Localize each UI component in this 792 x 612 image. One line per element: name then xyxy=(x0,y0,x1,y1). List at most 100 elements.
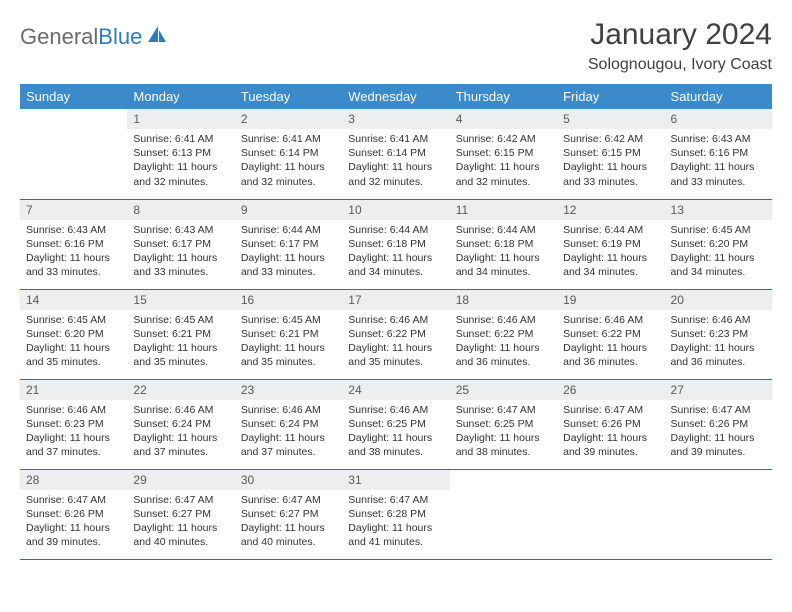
day-number: 23 xyxy=(235,380,342,400)
calendar-cell: 25Sunrise: 6:47 AMSunset: 6:25 PMDayligh… xyxy=(450,379,557,469)
calendar-cell: 6Sunrise: 6:43 AMSunset: 6:16 PMDaylight… xyxy=(665,109,772,199)
day-details: Sunrise: 6:42 AMSunset: 6:15 PMDaylight:… xyxy=(557,129,664,193)
calendar-cell: 16Sunrise: 6:45 AMSunset: 6:21 PMDayligh… xyxy=(235,289,342,379)
logo-text-2: Blue xyxy=(98,24,142,50)
calendar-cell: 22Sunrise: 6:46 AMSunset: 6:24 PMDayligh… xyxy=(127,379,234,469)
calendar-cell: 4Sunrise: 6:42 AMSunset: 6:15 PMDaylight… xyxy=(450,109,557,199)
day-number: 27 xyxy=(665,380,772,400)
day-number: 1 xyxy=(127,109,234,129)
calendar-cell: 17Sunrise: 6:46 AMSunset: 6:22 PMDayligh… xyxy=(342,289,449,379)
day-number: 7 xyxy=(20,200,127,220)
calendar-row: 21Sunrise: 6:46 AMSunset: 6:23 PMDayligh… xyxy=(20,379,772,469)
calendar-cell: 14Sunrise: 6:45 AMSunset: 6:20 PMDayligh… xyxy=(20,289,127,379)
day-number: 12 xyxy=(557,200,664,220)
calendar-cell: 21Sunrise: 6:46 AMSunset: 6:23 PMDayligh… xyxy=(20,379,127,469)
calendar-cell: 9Sunrise: 6:44 AMSunset: 6:17 PMDaylight… xyxy=(235,199,342,289)
calendar-cell: 11Sunrise: 6:44 AMSunset: 6:18 PMDayligh… xyxy=(450,199,557,289)
day-number: 28 xyxy=(20,470,127,490)
calendar-cell: 3Sunrise: 6:41 AMSunset: 6:14 PMDaylight… xyxy=(342,109,449,199)
day-details: Sunrise: 6:43 AMSunset: 6:16 PMDaylight:… xyxy=(665,129,772,193)
calendar-cell: 28Sunrise: 6:47 AMSunset: 6:26 PMDayligh… xyxy=(20,469,127,559)
calendar-cell: 18Sunrise: 6:46 AMSunset: 6:22 PMDayligh… xyxy=(450,289,557,379)
day-details: Sunrise: 6:41 AMSunset: 6:14 PMDaylight:… xyxy=(342,129,449,193)
day-number: 22 xyxy=(127,380,234,400)
day-details: Sunrise: 6:47 AMSunset: 6:28 PMDaylight:… xyxy=(342,490,449,554)
calendar-cell: 10Sunrise: 6:44 AMSunset: 6:18 PMDayligh… xyxy=(342,199,449,289)
day-number: 31 xyxy=(342,470,449,490)
calendar-cell: 5Sunrise: 6:42 AMSunset: 6:15 PMDaylight… xyxy=(557,109,664,199)
header: GeneralBlue January 2024 Solognougou, Iv… xyxy=(20,18,772,74)
calendar-cell: 2Sunrise: 6:41 AMSunset: 6:14 PMDaylight… xyxy=(235,109,342,199)
calendar-row: 1Sunrise: 6:41 AMSunset: 6:13 PMDaylight… xyxy=(20,109,772,199)
day-details: Sunrise: 6:44 AMSunset: 6:19 PMDaylight:… xyxy=(557,220,664,284)
day-details: Sunrise: 6:45 AMSunset: 6:20 PMDaylight:… xyxy=(20,310,127,374)
calendar-cell xyxy=(450,469,557,559)
calendar-cell: 27Sunrise: 6:47 AMSunset: 6:26 PMDayligh… xyxy=(665,379,772,469)
day-number: 26 xyxy=(557,380,664,400)
day-details: Sunrise: 6:47 AMSunset: 6:26 PMDaylight:… xyxy=(665,400,772,464)
calendar-cell: 31Sunrise: 6:47 AMSunset: 6:28 PMDayligh… xyxy=(342,469,449,559)
weekday-header: Wednesday xyxy=(342,84,449,109)
calendar-cell: 15Sunrise: 6:45 AMSunset: 6:21 PMDayligh… xyxy=(127,289,234,379)
calendar-cell: 26Sunrise: 6:47 AMSunset: 6:26 PMDayligh… xyxy=(557,379,664,469)
day-number: 3 xyxy=(342,109,449,129)
day-number: 14 xyxy=(20,290,127,310)
day-details: Sunrise: 6:43 AMSunset: 6:16 PMDaylight:… xyxy=(20,220,127,284)
calendar-cell: 30Sunrise: 6:47 AMSunset: 6:27 PMDayligh… xyxy=(235,469,342,559)
day-number: 19 xyxy=(557,290,664,310)
day-number: 6 xyxy=(665,109,772,129)
calendar-row: 7Sunrise: 6:43 AMSunset: 6:16 PMDaylight… xyxy=(20,199,772,289)
calendar-cell: 23Sunrise: 6:46 AMSunset: 6:24 PMDayligh… xyxy=(235,379,342,469)
day-number: 18 xyxy=(450,290,557,310)
day-number: 25 xyxy=(450,380,557,400)
day-number: 30 xyxy=(235,470,342,490)
day-details: Sunrise: 6:46 AMSunset: 6:25 PMDaylight:… xyxy=(342,400,449,464)
day-details: Sunrise: 6:42 AMSunset: 6:15 PMDaylight:… xyxy=(450,129,557,193)
logo: GeneralBlue xyxy=(20,18,168,50)
day-details: Sunrise: 6:47 AMSunset: 6:26 PMDaylight:… xyxy=(20,490,127,554)
day-number: 11 xyxy=(450,200,557,220)
calendar-cell: 24Sunrise: 6:46 AMSunset: 6:25 PMDayligh… xyxy=(342,379,449,469)
day-details: Sunrise: 6:46 AMSunset: 6:22 PMDaylight:… xyxy=(342,310,449,374)
weekday-header-row: Sunday Monday Tuesday Wednesday Thursday… xyxy=(20,84,772,109)
calendar-cell: 20Sunrise: 6:46 AMSunset: 6:23 PMDayligh… xyxy=(665,289,772,379)
day-details: Sunrise: 6:46 AMSunset: 6:24 PMDaylight:… xyxy=(235,400,342,464)
day-details: Sunrise: 6:46 AMSunset: 6:22 PMDaylight:… xyxy=(557,310,664,374)
calendar-cell: 1Sunrise: 6:41 AMSunset: 6:13 PMDaylight… xyxy=(127,109,234,199)
sail-icon xyxy=(146,24,168,50)
calendar-cell xyxy=(665,469,772,559)
day-details: Sunrise: 6:43 AMSunset: 6:17 PMDaylight:… xyxy=(127,220,234,284)
day-details: Sunrise: 6:41 AMSunset: 6:14 PMDaylight:… xyxy=(235,129,342,193)
day-number: 10 xyxy=(342,200,449,220)
day-number: 17 xyxy=(342,290,449,310)
month-title: January 2024 xyxy=(588,18,772,52)
calendar-cell: 8Sunrise: 6:43 AMSunset: 6:17 PMDaylight… xyxy=(127,199,234,289)
day-details: Sunrise: 6:47 AMSunset: 6:27 PMDaylight:… xyxy=(127,490,234,554)
day-details: Sunrise: 6:44 AMSunset: 6:18 PMDaylight:… xyxy=(342,220,449,284)
title-block: January 2024 Solognougou, Ivory Coast xyxy=(588,18,772,74)
location: Solognougou, Ivory Coast xyxy=(588,56,772,74)
weekday-header: Tuesday xyxy=(235,84,342,109)
day-number: 13 xyxy=(665,200,772,220)
day-number: 2 xyxy=(235,109,342,129)
day-details: Sunrise: 6:46 AMSunset: 6:22 PMDaylight:… xyxy=(450,310,557,374)
calendar-cell: 19Sunrise: 6:46 AMSunset: 6:22 PMDayligh… xyxy=(557,289,664,379)
day-number: 8 xyxy=(127,200,234,220)
day-details: Sunrise: 6:46 AMSunset: 6:24 PMDaylight:… xyxy=(127,400,234,464)
day-number: 21 xyxy=(20,380,127,400)
day-number: 24 xyxy=(342,380,449,400)
day-number: 29 xyxy=(127,470,234,490)
day-number: 5 xyxy=(557,109,664,129)
day-number: 9 xyxy=(235,200,342,220)
day-number: 16 xyxy=(235,290,342,310)
calendar-cell: 29Sunrise: 6:47 AMSunset: 6:27 PMDayligh… xyxy=(127,469,234,559)
day-details: Sunrise: 6:47 AMSunset: 6:26 PMDaylight:… xyxy=(557,400,664,464)
calendar-row: 28Sunrise: 6:47 AMSunset: 6:26 PMDayligh… xyxy=(20,469,772,559)
day-details: Sunrise: 6:41 AMSunset: 6:13 PMDaylight:… xyxy=(127,129,234,193)
day-number: 20 xyxy=(665,290,772,310)
weekday-header: Saturday xyxy=(665,84,772,109)
day-details: Sunrise: 6:45 AMSunset: 6:21 PMDaylight:… xyxy=(127,310,234,374)
weekday-header: Friday xyxy=(557,84,664,109)
day-details: Sunrise: 6:44 AMSunset: 6:18 PMDaylight:… xyxy=(450,220,557,284)
calendar-cell: 13Sunrise: 6:45 AMSunset: 6:20 PMDayligh… xyxy=(665,199,772,289)
